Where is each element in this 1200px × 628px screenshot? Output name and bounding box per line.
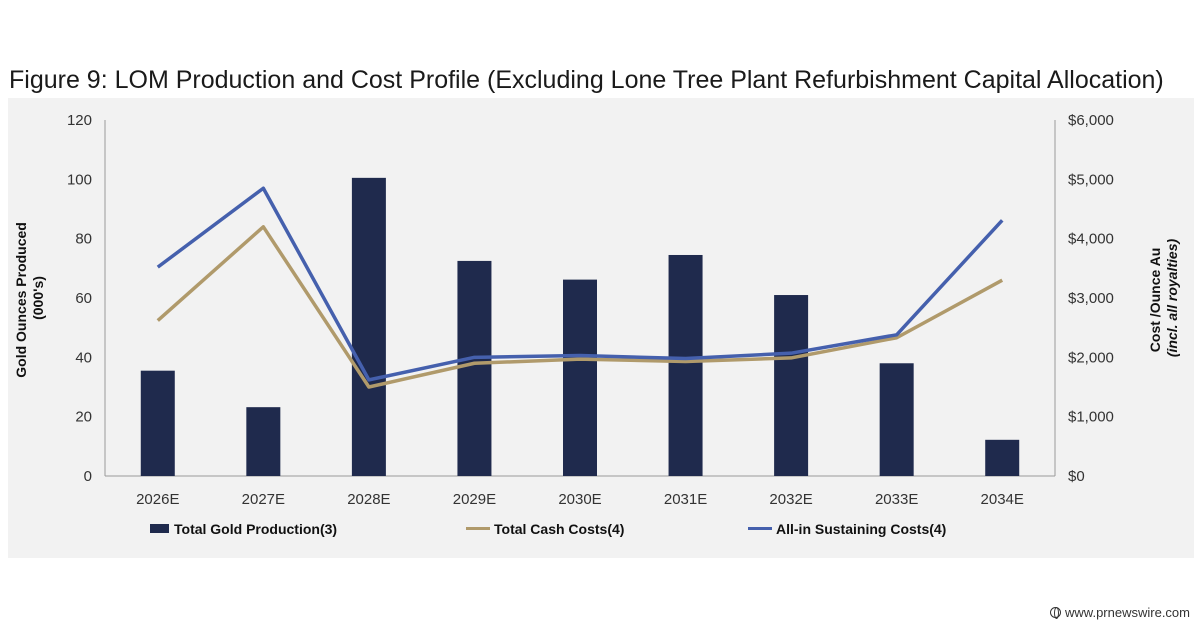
- right-tick-label: $0: [1068, 468, 1085, 485]
- legend-swatch-production: [150, 524, 169, 533]
- right-axis-title-line1: Cost /Ounce Au: [1147, 248, 1163, 353]
- right-tick-label: $1,000: [1068, 409, 1114, 426]
- line-all-in-sustaining-costs: [156, 186, 1004, 382]
- x-tick-label: 2027E: [242, 491, 285, 508]
- legend-label-production: Total Gold Production(3): [174, 521, 337, 537]
- left-tick-label: 120: [67, 112, 92, 129]
- figure-title: Figure 9: LOM Production and Cost Profil…: [9, 66, 1164, 94]
- left-tick-label: 0: [84, 468, 92, 485]
- right-tick-label: $4,000: [1068, 231, 1114, 248]
- legend-label-cash-costs: Total Cash Costs(4): [494, 521, 624, 537]
- legend-label-aisc: All-in Sustaining Costs(4): [776, 521, 946, 537]
- right-tick-label: $6,000: [1068, 112, 1114, 129]
- x-tick-label: 2034E: [981, 491, 1024, 508]
- x-tick-label: 2033E: [875, 491, 918, 508]
- lines: [156, 186, 1004, 389]
- right-tick-label: $2,000: [1068, 349, 1114, 366]
- legend: Total Gold Production(3) Total Cash Cost…: [150, 521, 946, 537]
- bar-production: [985, 439, 1020, 476]
- left-tick-label: 100: [67, 171, 92, 188]
- bars: [140, 177, 1020, 476]
- x-tick-label: 2026E: [136, 491, 179, 508]
- x-tick-label: 2029E: [453, 491, 496, 508]
- watermark-text: www.prnewswire.com: [1065, 605, 1190, 620]
- x-tick-label: 2030E: [558, 491, 601, 508]
- left-tick-label: 20: [75, 409, 92, 426]
- bar-production: [879, 363, 914, 476]
- x-tick-label: 2032E: [769, 491, 812, 508]
- left-tick-label: 40: [75, 349, 92, 366]
- x-tick-label: 2031E: [664, 491, 707, 508]
- globe-icon: [1050, 607, 1062, 619]
- bar-production: [140, 370, 175, 476]
- chart-panel: [8, 98, 1194, 558]
- left-tick-label: 80: [75, 231, 92, 248]
- bar-production: [774, 295, 809, 476]
- ticks: 0 20 40 60 80 100 120 $0 $1,000 $2,000 $3,000 $4,00…: [67, 112, 1114, 508]
- bar-production: [457, 260, 492, 476]
- right-axis-title: Cost /Ounce Au (incl. all royalties): [1147, 239, 1180, 358]
- watermark: www.prnewswire.com: [1050, 605, 1190, 620]
- x-tick-label: 2028E: [347, 491, 390, 508]
- left-axis-title: Gold Ounces Produced (000's): [13, 218, 46, 377]
- bar-production: [668, 254, 703, 476]
- right-tick-label: $3,000: [1068, 290, 1114, 307]
- bar-production: [246, 407, 281, 476]
- line-total-cash-costs: [156, 225, 1004, 389]
- bar-production: [351, 177, 386, 476]
- left-axis-title-line1: Gold Ounces Produced: [13, 222, 29, 378]
- right-axis-title-line2: (incl. all royalties): [1164, 239, 1180, 358]
- bar-production: [563, 279, 597, 476]
- right-tick-label: $5,000: [1068, 171, 1114, 188]
- left-tick-label: 60: [75, 290, 92, 307]
- left-axis-title-line2: (000's): [30, 276, 46, 320]
